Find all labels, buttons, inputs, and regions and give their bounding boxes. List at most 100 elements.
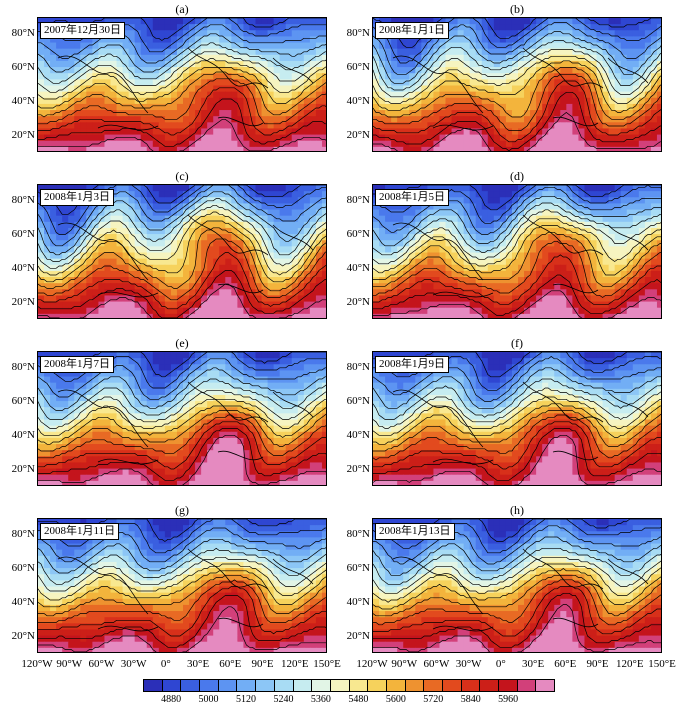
field-cell: [487, 30, 495, 38]
field-cell: [291, 185, 299, 192]
field-cell: [122, 307, 130, 315]
field-cell: [493, 134, 501, 142]
field-cell: [481, 234, 489, 241]
field-cell: [104, 234, 112, 241]
field-cell: [499, 215, 507, 223]
field-cell: [146, 140, 154, 148]
field-cell: [638, 18, 646, 25]
field-cell: [273, 221, 281, 229]
field-cell: [249, 146, 257, 151]
field-cell: [62, 289, 69, 297]
field-cell: [391, 73, 398, 80]
field-cell: [213, 42, 220, 50]
field-cell: [644, 18, 652, 25]
field-cell: [421, 73, 428, 80]
field-cell: [596, 73, 604, 80]
field-cell: [110, 252, 118, 260]
field-cell: [134, 364, 142, 372]
field-cell: [213, 140, 220, 148]
field-cell: [98, 307, 106, 315]
field-cell: [536, 122, 543, 130]
field-cell: [273, 18, 281, 25]
field-cell: [189, 234, 196, 241]
field-cell: [207, 425, 214, 433]
field-cell: [279, 358, 287, 365]
field-cell: [614, 283, 622, 290]
field-cell: [74, 289, 81, 297]
field-cell: [170, 240, 178, 247]
field-cell: [140, 185, 148, 192]
field-cell: [451, 185, 459, 192]
field-cell: [650, 295, 658, 303]
field-cell: [475, 234, 483, 241]
field-cell: [602, 234, 610, 241]
field-cell: [303, 116, 311, 123]
field-cell: [56, 401, 63, 408]
field-cell: [140, 24, 148, 31]
field-cell: [146, 283, 154, 290]
field-cell: [213, 91, 220, 99]
field-cell: [44, 425, 51, 433]
field-cell: [291, 54, 299, 62]
contour-line: [38, 51, 326, 93]
field-cell: [225, 197, 232, 205]
field-cell: [321, 185, 326, 192]
field-cell: [255, 24, 263, 31]
field-cell: [116, 128, 124, 136]
field-cell: [403, 79, 410, 87]
field-cell: [68, 128, 75, 136]
field-cell: [626, 264, 634, 272]
field-cell: [433, 289, 441, 297]
field-cell: [74, 234, 81, 241]
field-cell: [249, 358, 257, 365]
field-cell: [626, 134, 634, 142]
field-cell: [626, 85, 634, 93]
field-cell: [493, 264, 501, 272]
field-cell: [536, 209, 543, 217]
field-cell: [321, 376, 326, 384]
field-cell: [291, 103, 299, 111]
height-field-map: 2008年1月3日: [37, 184, 327, 319]
field-cell: [195, 289, 202, 297]
field-cell: [608, 91, 616, 99]
field-cell: [297, 313, 305, 318]
coastline: [392, 214, 649, 298]
field-cell: [152, 234, 160, 241]
field-cell: [433, 146, 441, 151]
field-cell: [146, 122, 154, 130]
field-cell: [170, 419, 178, 427]
field-cell: [554, 60, 561, 68]
field-cell: [433, 258, 441, 266]
field-cell: [158, 197, 166, 205]
field-cell: [644, 289, 652, 297]
field-cell: [427, 240, 435, 247]
field-cell: [487, 221, 495, 229]
field-cell: [572, 116, 580, 123]
field-cell: [578, 295, 586, 303]
field-cell: [626, 234, 634, 241]
field-cell: [255, 97, 263, 105]
field-cell: [201, 258, 208, 266]
field-cell: [62, 283, 69, 290]
field-cell: [620, 134, 628, 142]
field-cell: [548, 140, 555, 148]
field-cell: [451, 246, 459, 254]
field-cell: [56, 221, 63, 229]
field-cell: [644, 24, 652, 31]
field-cell: [487, 110, 495, 117]
field-cell: [237, 246, 245, 254]
field-cell: [530, 283, 537, 290]
field-cell: [134, 60, 142, 68]
field-cell: [602, 134, 610, 142]
field-cell: [170, 60, 178, 68]
field-cell: [518, 97, 525, 105]
field-cell: [122, 401, 130, 408]
field-cell: [391, 91, 398, 99]
field-cell: [656, 18, 661, 25]
field-cell: [273, 85, 281, 93]
field-cell: [213, 401, 220, 408]
field-cell: [231, 24, 238, 31]
field-cell: [499, 140, 507, 148]
field-cell: [421, 67, 428, 74]
field-cell: [213, 185, 220, 192]
